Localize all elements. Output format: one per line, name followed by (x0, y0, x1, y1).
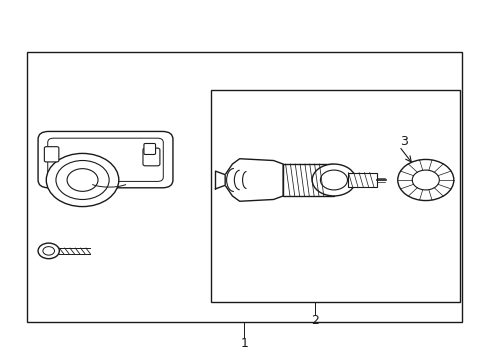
FancyBboxPatch shape (143, 144, 155, 154)
FancyBboxPatch shape (48, 138, 163, 181)
Text: 3: 3 (399, 135, 407, 148)
FancyBboxPatch shape (44, 147, 59, 162)
Circle shape (311, 164, 355, 196)
Circle shape (38, 243, 59, 259)
Circle shape (320, 170, 347, 190)
Text: 2: 2 (310, 314, 318, 327)
Bar (27, 53, 461, 322)
Bar (283, 164, 333, 196)
Polygon shape (215, 171, 224, 189)
Circle shape (43, 247, 54, 255)
Bar (210, 90, 459, 302)
Polygon shape (224, 159, 283, 201)
Bar (348, 172, 377, 188)
Circle shape (46, 153, 119, 207)
Circle shape (67, 168, 98, 192)
Circle shape (56, 161, 109, 199)
Text: 1: 1 (240, 337, 248, 350)
FancyBboxPatch shape (38, 131, 173, 188)
Circle shape (411, 170, 438, 190)
Circle shape (397, 159, 453, 201)
FancyBboxPatch shape (142, 148, 160, 166)
